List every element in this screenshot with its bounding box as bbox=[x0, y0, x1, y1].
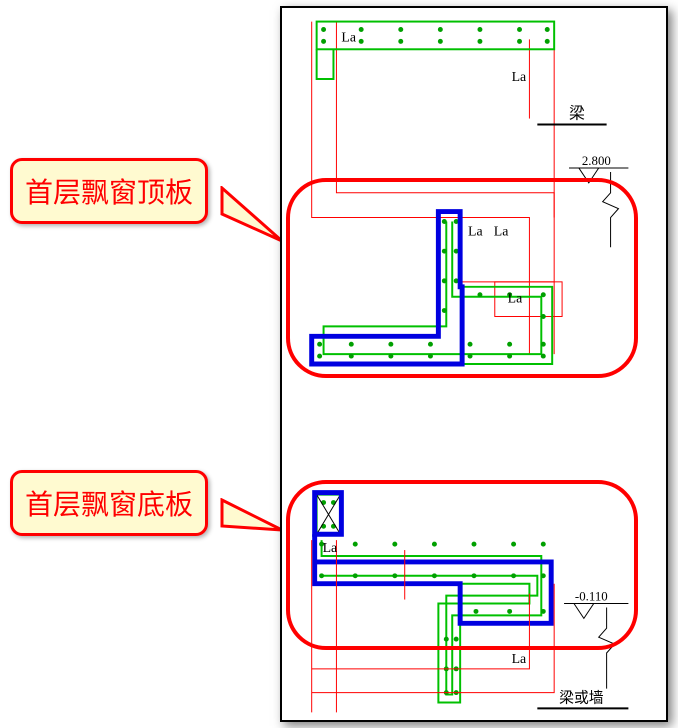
beam-label: 梁 bbox=[569, 105, 585, 123]
callout-bottom-plate: 首层飘窗底板 bbox=[10, 470, 208, 536]
callout-bottom-label: 首层飘窗底板 bbox=[25, 490, 193, 521]
la-anno-2: La bbox=[512, 69, 527, 84]
cad-drawing-frame: 梁 2.800 bbox=[280, 6, 668, 722]
wall-label: 梁或墙 bbox=[559, 689, 604, 706]
callout-top-plate: 首层飘窗顶板 bbox=[10, 158, 208, 224]
la-anno-7: La bbox=[512, 651, 527, 666]
region-top-plate bbox=[286, 178, 638, 378]
elev-top-value: 2.800 bbox=[582, 154, 611, 168]
callout-top-label: 首层飘窗顶板 bbox=[25, 178, 193, 209]
la-anno-1: La bbox=[341, 29, 356, 44]
region-bottom-plate bbox=[286, 480, 638, 650]
